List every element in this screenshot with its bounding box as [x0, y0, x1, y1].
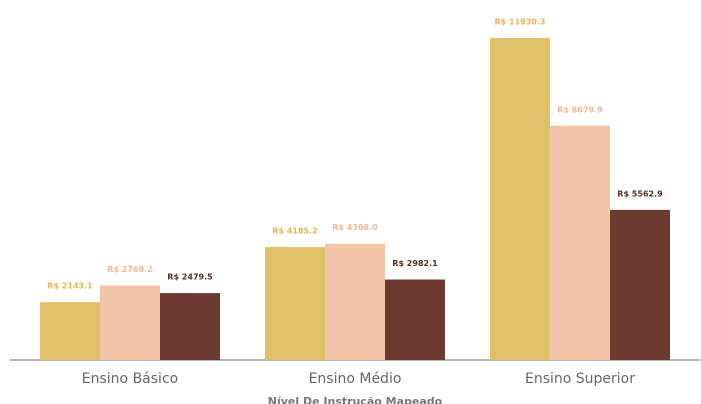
value-label: R$ 5562.9 [617, 189, 663, 198]
bar [100, 285, 160, 360]
value-label: R$ 4185.2 [272, 227, 317, 236]
x-axis-title: Nível De Instrução Mapeado [268, 395, 443, 404]
bar [265, 247, 325, 360]
bar [160, 293, 220, 360]
bar [325, 243, 385, 360]
bar [490, 38, 550, 360]
bar [610, 209, 670, 360]
x-tick-label: Ensino Médio [309, 371, 402, 387]
bar [40, 302, 100, 360]
bar [550, 125, 610, 360]
value-label: R$ 8679.9 [557, 105, 603, 114]
value-label: R$ 11930.3 [495, 18, 546, 27]
value-label: R$ 4308.0 [332, 223, 378, 232]
value-label: R$ 2479.5 [167, 273, 213, 282]
bar [385, 279, 445, 360]
value-label: R$ 2982.1 [392, 259, 438, 268]
x-tick-label: Ensino Básico [82, 371, 178, 387]
x-tick-label: Ensino Superior [525, 371, 635, 387]
value-label: R$ 2760.2 [107, 265, 152, 274]
value-label: R$ 2143.1 [47, 282, 93, 291]
